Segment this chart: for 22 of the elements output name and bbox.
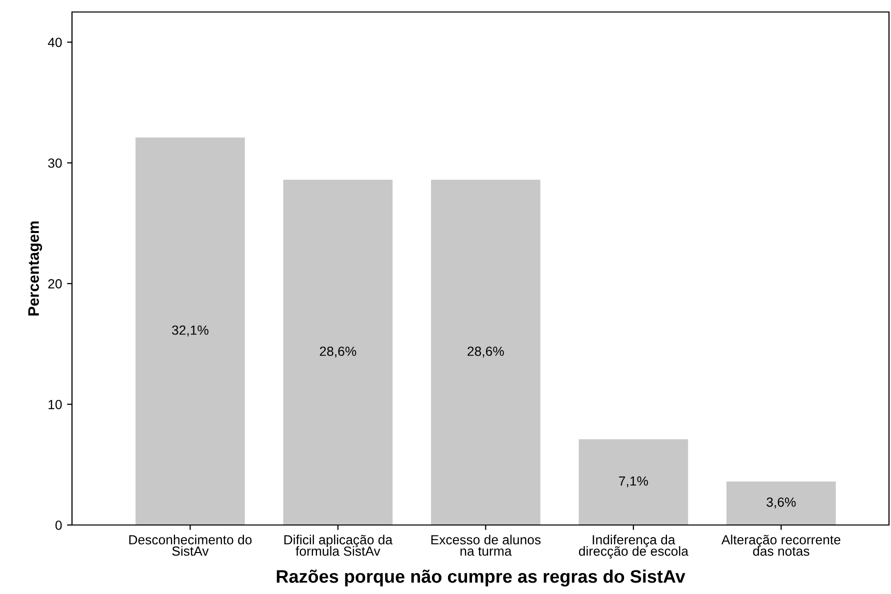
data-label: 3,6% (766, 497, 796, 508)
bar (431, 180, 540, 525)
x-axis-title: Razões porque não cumpre as regras do SistAv (276, 570, 686, 586)
y-tick-label: 20 (48, 279, 62, 288)
bar (726, 482, 836, 525)
x-tick-label: Indiferença da direcção de escola (578, 534, 688, 558)
bar (136, 138, 245, 525)
bar (578, 439, 688, 525)
data-label: 32,1% (172, 325, 208, 336)
x-tick-label: Dificil aplicação da formula SistAv (284, 534, 393, 556)
bar (283, 180, 393, 525)
data-label: 28,6% (320, 346, 356, 358)
y-tick-label: 30 (48, 158, 62, 168)
y-axis-title: Percentagem (28, 221, 42, 316)
x-tick-label: Desconhecimento do SistAv (129, 534, 252, 556)
data-label: 7,1% (619, 476, 648, 488)
y-tick-label: 10 (48, 400, 62, 410)
x-tick-label: Alteração recorrente das notas (721, 534, 840, 556)
x-tick-label: Excesso de alunos na turma (431, 534, 541, 556)
data-label: 28,6% (468, 346, 504, 358)
y-tick-label: 40 (48, 38, 62, 48)
y-tick-label: 0 (55, 520, 62, 530)
